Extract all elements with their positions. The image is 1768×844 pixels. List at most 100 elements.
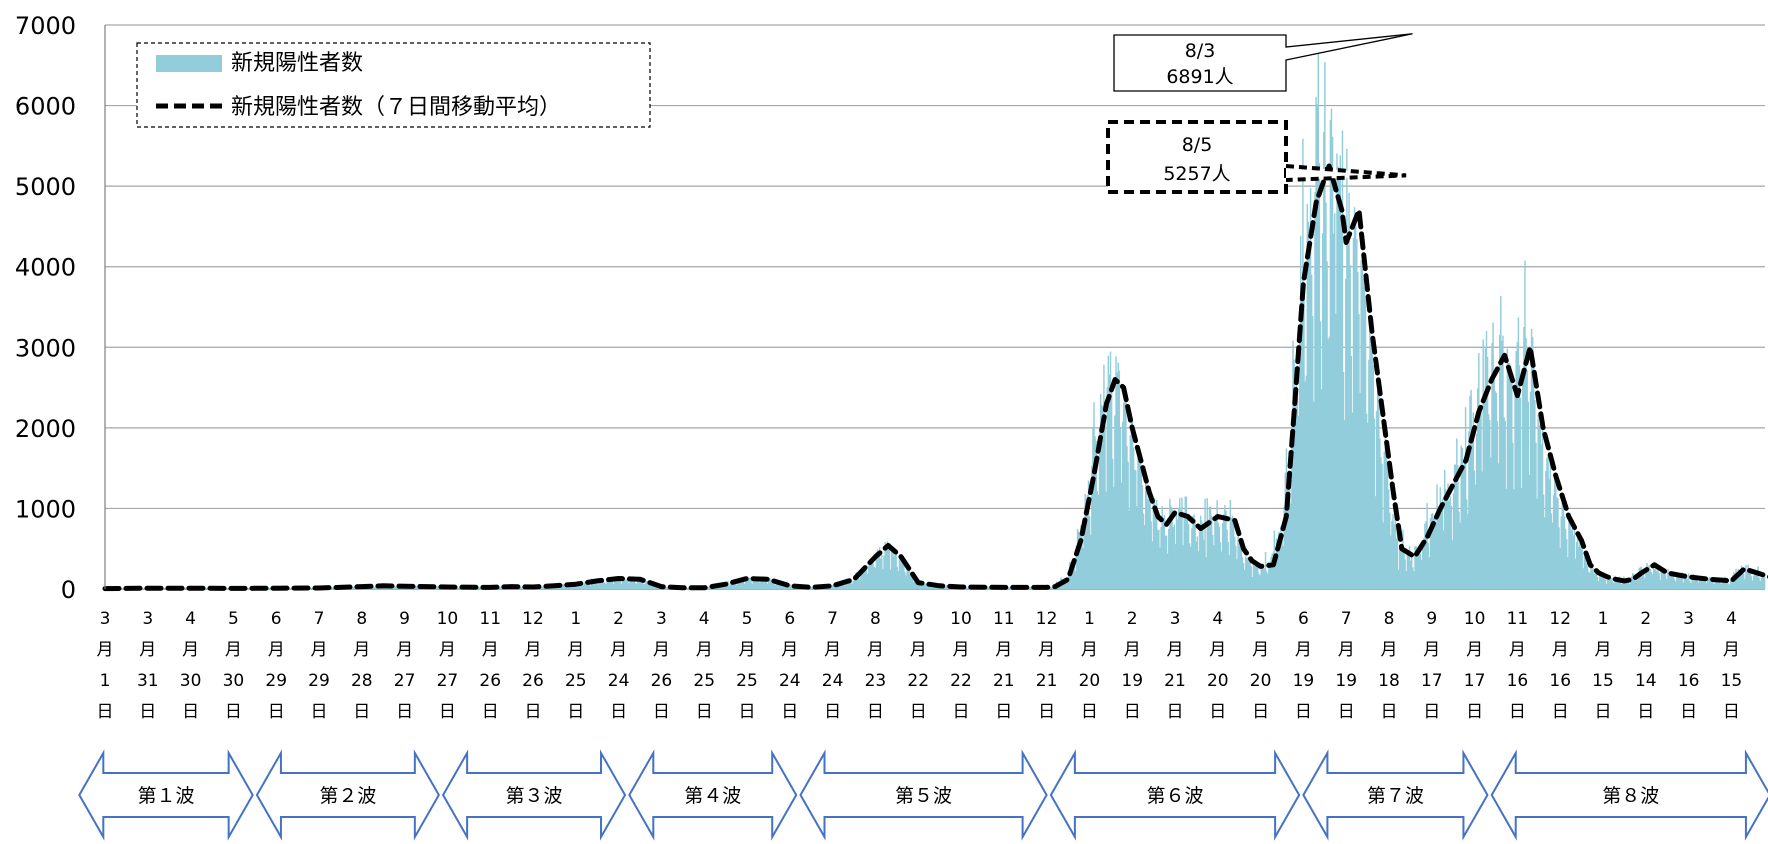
- daily-bar: [1125, 402, 1127, 589]
- daily-bar: [1517, 317, 1520, 589]
- daily-bar: [566, 586, 569, 589]
- x-tick-label: 28: [351, 671, 373, 691]
- daily-bar: [1729, 579, 1732, 589]
- daily-bar: [1365, 413, 1368, 589]
- daily-bar: [1732, 575, 1734, 589]
- wave-arrow: 第３波: [441, 749, 627, 841]
- daily-bar: [626, 579, 628, 589]
- daily-bar: [1065, 581, 1068, 589]
- daily-bar: [893, 556, 895, 589]
- daily-bar: [1237, 531, 1239, 589]
- daily-bar: [1269, 563, 1271, 589]
- x-tick-label: 日: [353, 702, 370, 722]
- daily-bar: [1341, 130, 1344, 590]
- daily-bar: [1520, 487, 1523, 589]
- daily-bar: [1313, 401, 1315, 589]
- daily-bar: [1671, 576, 1674, 589]
- x-tick-label: 30: [223, 671, 245, 691]
- daily-bar: [1382, 522, 1384, 589]
- daily-bar: [1620, 584, 1623, 589]
- daily-bar: [1482, 339, 1484, 589]
- daily-bar: [1468, 431, 1470, 589]
- daily-bar: [1749, 573, 1752, 589]
- daily-bar: [622, 578, 625, 589]
- x-tick-label: 5: [742, 609, 753, 629]
- daily-bar: [1681, 572, 1683, 589]
- daily-bar: [1242, 562, 1245, 589]
- x-tick-label: 月: [1637, 640, 1654, 660]
- x-tick-label: 2: [613, 609, 624, 629]
- daily-bar: [1384, 438, 1387, 589]
- daily-bar: [1480, 406, 1482, 589]
- daily-bar: [1212, 534, 1214, 589]
- daily-bar: [1616, 579, 1619, 589]
- daily-bar: [1251, 576, 1254, 589]
- daily-bar: [1501, 340, 1503, 589]
- daily-bar: [1080, 525, 1082, 589]
- x-tick-label: 3: [1683, 609, 1694, 629]
- daily-bar: [987, 587, 990, 589]
- wave-arrow: 第７波: [1302, 749, 1489, 841]
- daily-bar: [790, 586, 793, 589]
- daily-bar: [1283, 507, 1285, 589]
- daily-bar: [986, 586, 989, 589]
- daily-bar: [1008, 587, 1011, 589]
- daily-bar: [1434, 516, 1436, 589]
- daily-bar: [1500, 295, 1502, 589]
- daily-bar: [1187, 523, 1190, 589]
- y-tick-label: 3000: [15, 334, 76, 362]
- daily-bar: [1577, 532, 1579, 589]
- wave-label: 第６波: [1146, 785, 1203, 807]
- daily-bar: [719, 586, 721, 589]
- daily-bar: [1288, 476, 1291, 589]
- daily-bar: [1284, 472, 1287, 589]
- daily-bar: [225, 588, 228, 589]
- daily-bar: [310, 588, 313, 589]
- daily-bar: [1690, 583, 1692, 589]
- daily-bar: [1138, 446, 1140, 589]
- daily-bar: [1558, 527, 1560, 589]
- daily-bar: [915, 580, 917, 589]
- daily-bar: [1376, 389, 1379, 589]
- daily-bar: [1637, 575, 1639, 589]
- daily-bar: [1692, 574, 1694, 589]
- daily-bar: [1092, 427, 1094, 589]
- daily-bar: [1206, 498, 1208, 589]
- daily-bar: [1389, 512, 1391, 589]
- daily-bar: [1695, 579, 1698, 589]
- daily-bar: [1707, 578, 1710, 589]
- daily-bar: [1317, 45, 1320, 590]
- daily-bar: [1139, 450, 1141, 589]
- daily-bar: [1323, 132, 1325, 589]
- daily-bar: [855, 572, 858, 589]
- daily-bar: [750, 580, 752, 589]
- daily-bar: [1126, 446, 1128, 589]
- daily-bar: [788, 586, 791, 589]
- x-tick-label: 2: [1127, 609, 1138, 629]
- daily-bar: [1406, 554, 1409, 589]
- daily-bar: [1130, 419, 1133, 589]
- daily-bar: [1393, 524, 1395, 589]
- daily-bar: [1082, 548, 1084, 589]
- daily-bar: [1093, 402, 1095, 589]
- daily-bar: [1321, 233, 1324, 590]
- daily-bar: [1084, 494, 1086, 589]
- daily-bar: [1726, 582, 1728, 589]
- daily-bar: [1411, 553, 1413, 589]
- daily-bar: [268, 588, 271, 589]
- daily-bar: [624, 579, 627, 589]
- daily-bar: [1239, 545, 1241, 589]
- x-tick-label: 4: [1726, 609, 1737, 629]
- daily-bar: [1108, 374, 1111, 589]
- daily-bar: [1210, 515, 1213, 589]
- x-tick-label: 月: [610, 640, 627, 660]
- daily-bar: [1160, 527, 1162, 589]
- daily-bar: [1579, 542, 1581, 589]
- daily-bar: [885, 548, 887, 589]
- daily-bar: [1631, 573, 1634, 589]
- daily-bar: [924, 583, 926, 589]
- daily-bar: [1656, 571, 1658, 589]
- x-tick-label: 月: [1295, 640, 1312, 660]
- x-tick-label: 日: [1252, 702, 1269, 722]
- daily-bar: [1396, 525, 1399, 589]
